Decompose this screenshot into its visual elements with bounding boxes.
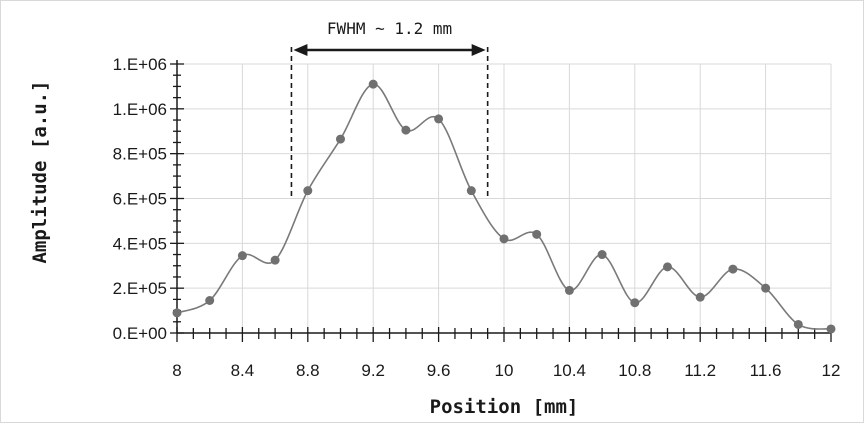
data-point: [336, 134, 345, 144]
data-point: [270, 255, 280, 265]
data-point: [499, 234, 509, 244]
x-axis-title: Position [mm]: [430, 396, 579, 418]
data-point: [466, 186, 476, 196]
x-tick-label: 9.6: [427, 361, 451, 380]
grid-layer: [177, 63, 832, 333]
fwhm-annotation-label: FWHM ~ 1.2 mm: [327, 19, 452, 38]
x-tick-label: 9.2: [361, 361, 385, 380]
y-tick-label: 8.E+05: [113, 145, 167, 164]
series-layer: [172, 79, 836, 334]
y-axis-title: Amplitude [a.u.]: [29, 80, 51, 263]
x-tick-label: 8: [172, 361, 181, 380]
x-tick-label: 10: [495, 361, 514, 380]
x-tick-label: 8.8: [296, 361, 320, 380]
x-tick-label: 12: [822, 361, 841, 380]
y-tick-label: 0.E+00: [113, 324, 167, 343]
data-point: [205, 295, 215, 305]
y-tick-label: 2.E+05: [113, 279, 167, 298]
x-tick-label: 10.8: [618, 361, 651, 380]
data-point: [597, 250, 607, 260]
data-point: [728, 264, 738, 274]
x-tick-label: 11.6: [750, 361, 782, 380]
y-tick-label: 6.E+05: [113, 190, 167, 209]
data-point: [172, 308, 182, 318]
data-point: [532, 229, 542, 239]
data-point: [826, 324, 836, 334]
annotation-layer: FWHM ~ 1.2 mm: [290, 19, 489, 199]
x-tick-label: 11.2: [684, 361, 716, 380]
fwhm-arrow-left-head: [293, 44, 308, 56]
data-point: [434, 114, 444, 124]
y-tick-label: 1.E+06: [113, 100, 167, 119]
data-point: [663, 262, 672, 272]
data-point: [303, 186, 313, 196]
x-tick-label: 8.4: [231, 361, 255, 380]
data-point: [564, 285, 574, 295]
data-point: [695, 292, 705, 302]
y-tick-label: 4.E+05: [113, 234, 167, 253]
data-point: [401, 125, 411, 135]
y-tick-label: 1.E+06: [113, 55, 167, 74]
data-point: [761, 283, 771, 293]
fwhm-arrow-right-head: [471, 44, 486, 56]
data-point: [368, 79, 378, 89]
data-point: [793, 319, 803, 329]
axes-layer: 8 8.4 8.8 9.2 9.6 10 10.4 10.8 11.2 11.6 12 0.E+00 2…: [113, 55, 841, 380]
data-point: [630, 298, 640, 308]
data-point: [237, 251, 247, 261]
x-tick-label: 10.4: [553, 361, 586, 380]
